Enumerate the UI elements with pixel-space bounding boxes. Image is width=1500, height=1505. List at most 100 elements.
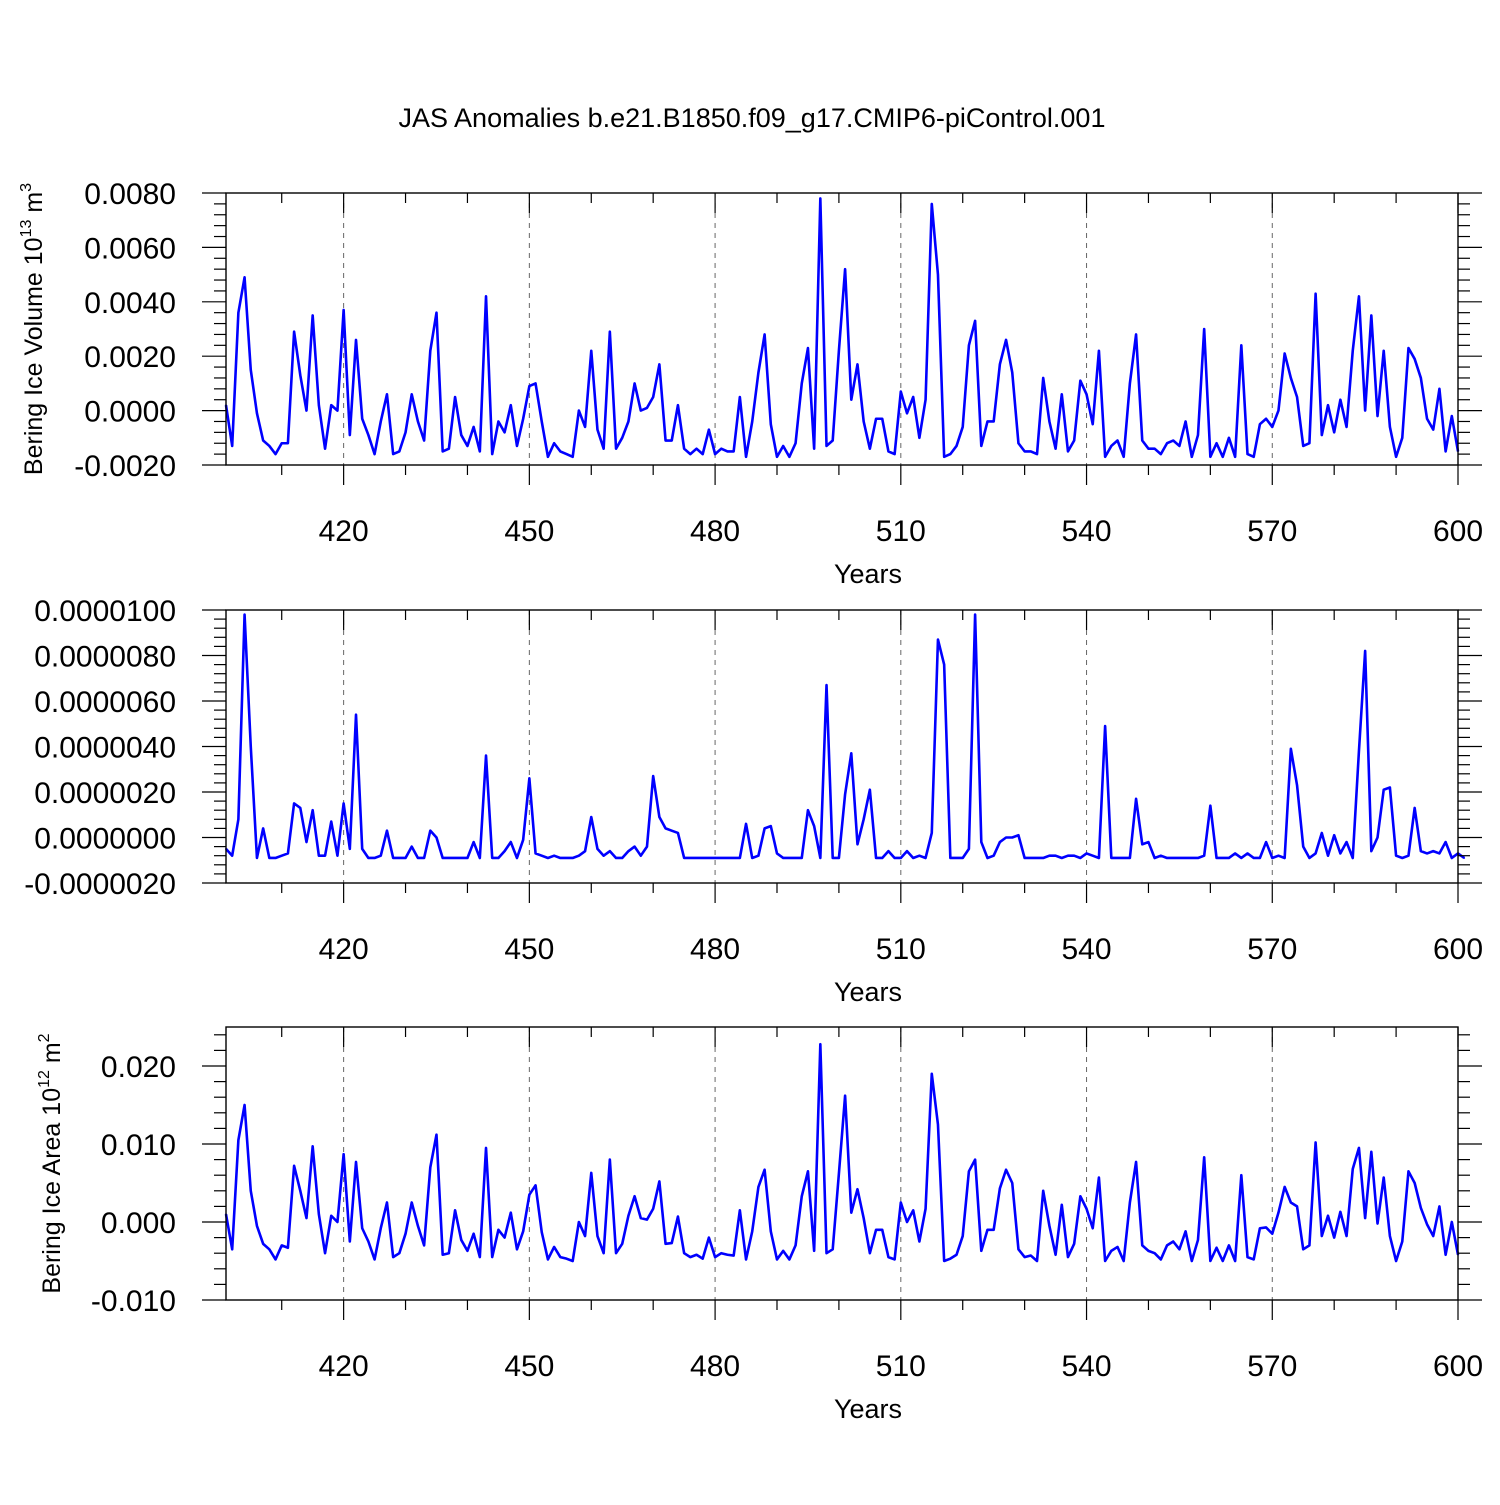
- data-point: [1345, 1235, 1348, 1237]
- data-point: [1122, 857, 1125, 859]
- data-point: [930, 1072, 933, 1075]
- data-point: [342, 1153, 345, 1156]
- data-point: [794, 1244, 797, 1247]
- data-point: [1345, 841, 1348, 843]
- data-point: [466, 1249, 469, 1252]
- data-point: [509, 404, 512, 407]
- data-point: [367, 434, 370, 436]
- data-point: [311, 314, 314, 317]
- data-point: [918, 436, 921, 439]
- data-point: [355, 338, 357, 341]
- data-point: [1419, 850, 1422, 853]
- data-point: [1327, 1214, 1329, 1217]
- data-point: [435, 1133, 438, 1136]
- data-point: [1277, 1211, 1280, 1214]
- data-point: [373, 453, 376, 456]
- data-point: [547, 1258, 549, 1261]
- plot-frame: [225, 192, 1459, 466]
- data-point: [262, 827, 265, 830]
- data-point: [1432, 428, 1435, 431]
- data-point: [726, 450, 729, 453]
- data-point: [961, 1235, 964, 1237]
- data-point: [695, 857, 698, 859]
- data-point: [658, 816, 661, 818]
- data-point: [299, 1189, 302, 1192]
- x-tick-label: 450: [504, 933, 554, 966]
- data-point: [1252, 455, 1255, 458]
- data-point: [435, 836, 438, 839]
- data-point: [1296, 1205, 1298, 1208]
- data-point: [745, 1258, 747, 1261]
- data-point: [980, 841, 983, 843]
- data-point: [701, 1257, 704, 1260]
- data-point: [757, 854, 760, 857]
- data-point: [974, 613, 977, 616]
- data-point: [720, 1252, 723, 1255]
- data-point: [1450, 1221, 1453, 1223]
- data-point: [1252, 1258, 1255, 1261]
- data-point: [1073, 439, 1076, 442]
- data-point: [844, 268, 846, 271]
- data-point: [918, 1240, 921, 1243]
- chart-panel-1: 420 450 480 510 540 570 600 -0.0020 0.0000 0.0020…: [18, 178, 1483, 589]
- data-point: [633, 1195, 636, 1198]
- data-point: [912, 396, 915, 398]
- data-point: [355, 1161, 357, 1163]
- data-point: [410, 1201, 413, 1204]
- data-point: [615, 857, 617, 859]
- data-point: [386, 829, 388, 832]
- chart-panel-2: 420 450 480 510 540 570 600 -0.0000020 0.0000000…: [24, 595, 1483, 1007]
- data-point: [262, 1242, 265, 1245]
- data-point: [1258, 1227, 1261, 1230]
- data-point: [528, 777, 531, 780]
- data-point: [720, 447, 723, 450]
- data-point: [1320, 1235, 1323, 1237]
- data-point: [974, 319, 977, 322]
- data-point: [881, 1228, 884, 1231]
- data-point: [280, 854, 283, 857]
- data-point: [906, 850, 908, 853]
- y-tick-label: 0.0080: [84, 178, 176, 211]
- x-tick-label: 540: [1062, 515, 1112, 548]
- data-point: [1302, 1248, 1305, 1251]
- data-point: [1246, 1256, 1249, 1258]
- data-point: [1265, 417, 1267, 420]
- data-point: [788, 1258, 791, 1261]
- data-point: [1091, 423, 1094, 426]
- data-point: [881, 857, 884, 859]
- data-point: [1067, 1256, 1069, 1258]
- y-tick-label: 0.0000000: [34, 823, 176, 856]
- data-point: [299, 374, 302, 377]
- data-point: [447, 857, 450, 859]
- data-point: [577, 1221, 580, 1223]
- data-point: [1351, 1168, 1354, 1170]
- data-point: [287, 852, 289, 855]
- data-point: [701, 453, 704, 456]
- data-point: [738, 1209, 741, 1212]
- data-point: [1221, 455, 1224, 458]
- data-point: [776, 852, 778, 855]
- data-point: [1135, 333, 1137, 336]
- data-point: [1444, 450, 1447, 453]
- data-point: [683, 857, 686, 859]
- data-point: [1197, 434, 1199, 436]
- data-point: [1395, 455, 1397, 458]
- data-point: [1296, 396, 1298, 398]
- y-tick-label: 0.0000060: [34, 686, 176, 719]
- data-point: [584, 1235, 586, 1237]
- x-tick-label: 420: [319, 933, 369, 966]
- data-point: [757, 1186, 760, 1188]
- data-point: [280, 442, 283, 445]
- data-point: [1067, 450, 1069, 453]
- data-point: [968, 344, 970, 347]
- data-point: [1234, 1260, 1237, 1262]
- y-tick-label: -0.010: [91, 1285, 176, 1318]
- data-point: [491, 1256, 494, 1258]
- data-point: [850, 752, 853, 755]
- data-point: [1135, 797, 1137, 800]
- data-point: [559, 857, 562, 859]
- data-point: [1376, 415, 1379, 417]
- data-point: [1426, 852, 1428, 855]
- data-point: [1320, 434, 1323, 436]
- data-point: [738, 857, 741, 859]
